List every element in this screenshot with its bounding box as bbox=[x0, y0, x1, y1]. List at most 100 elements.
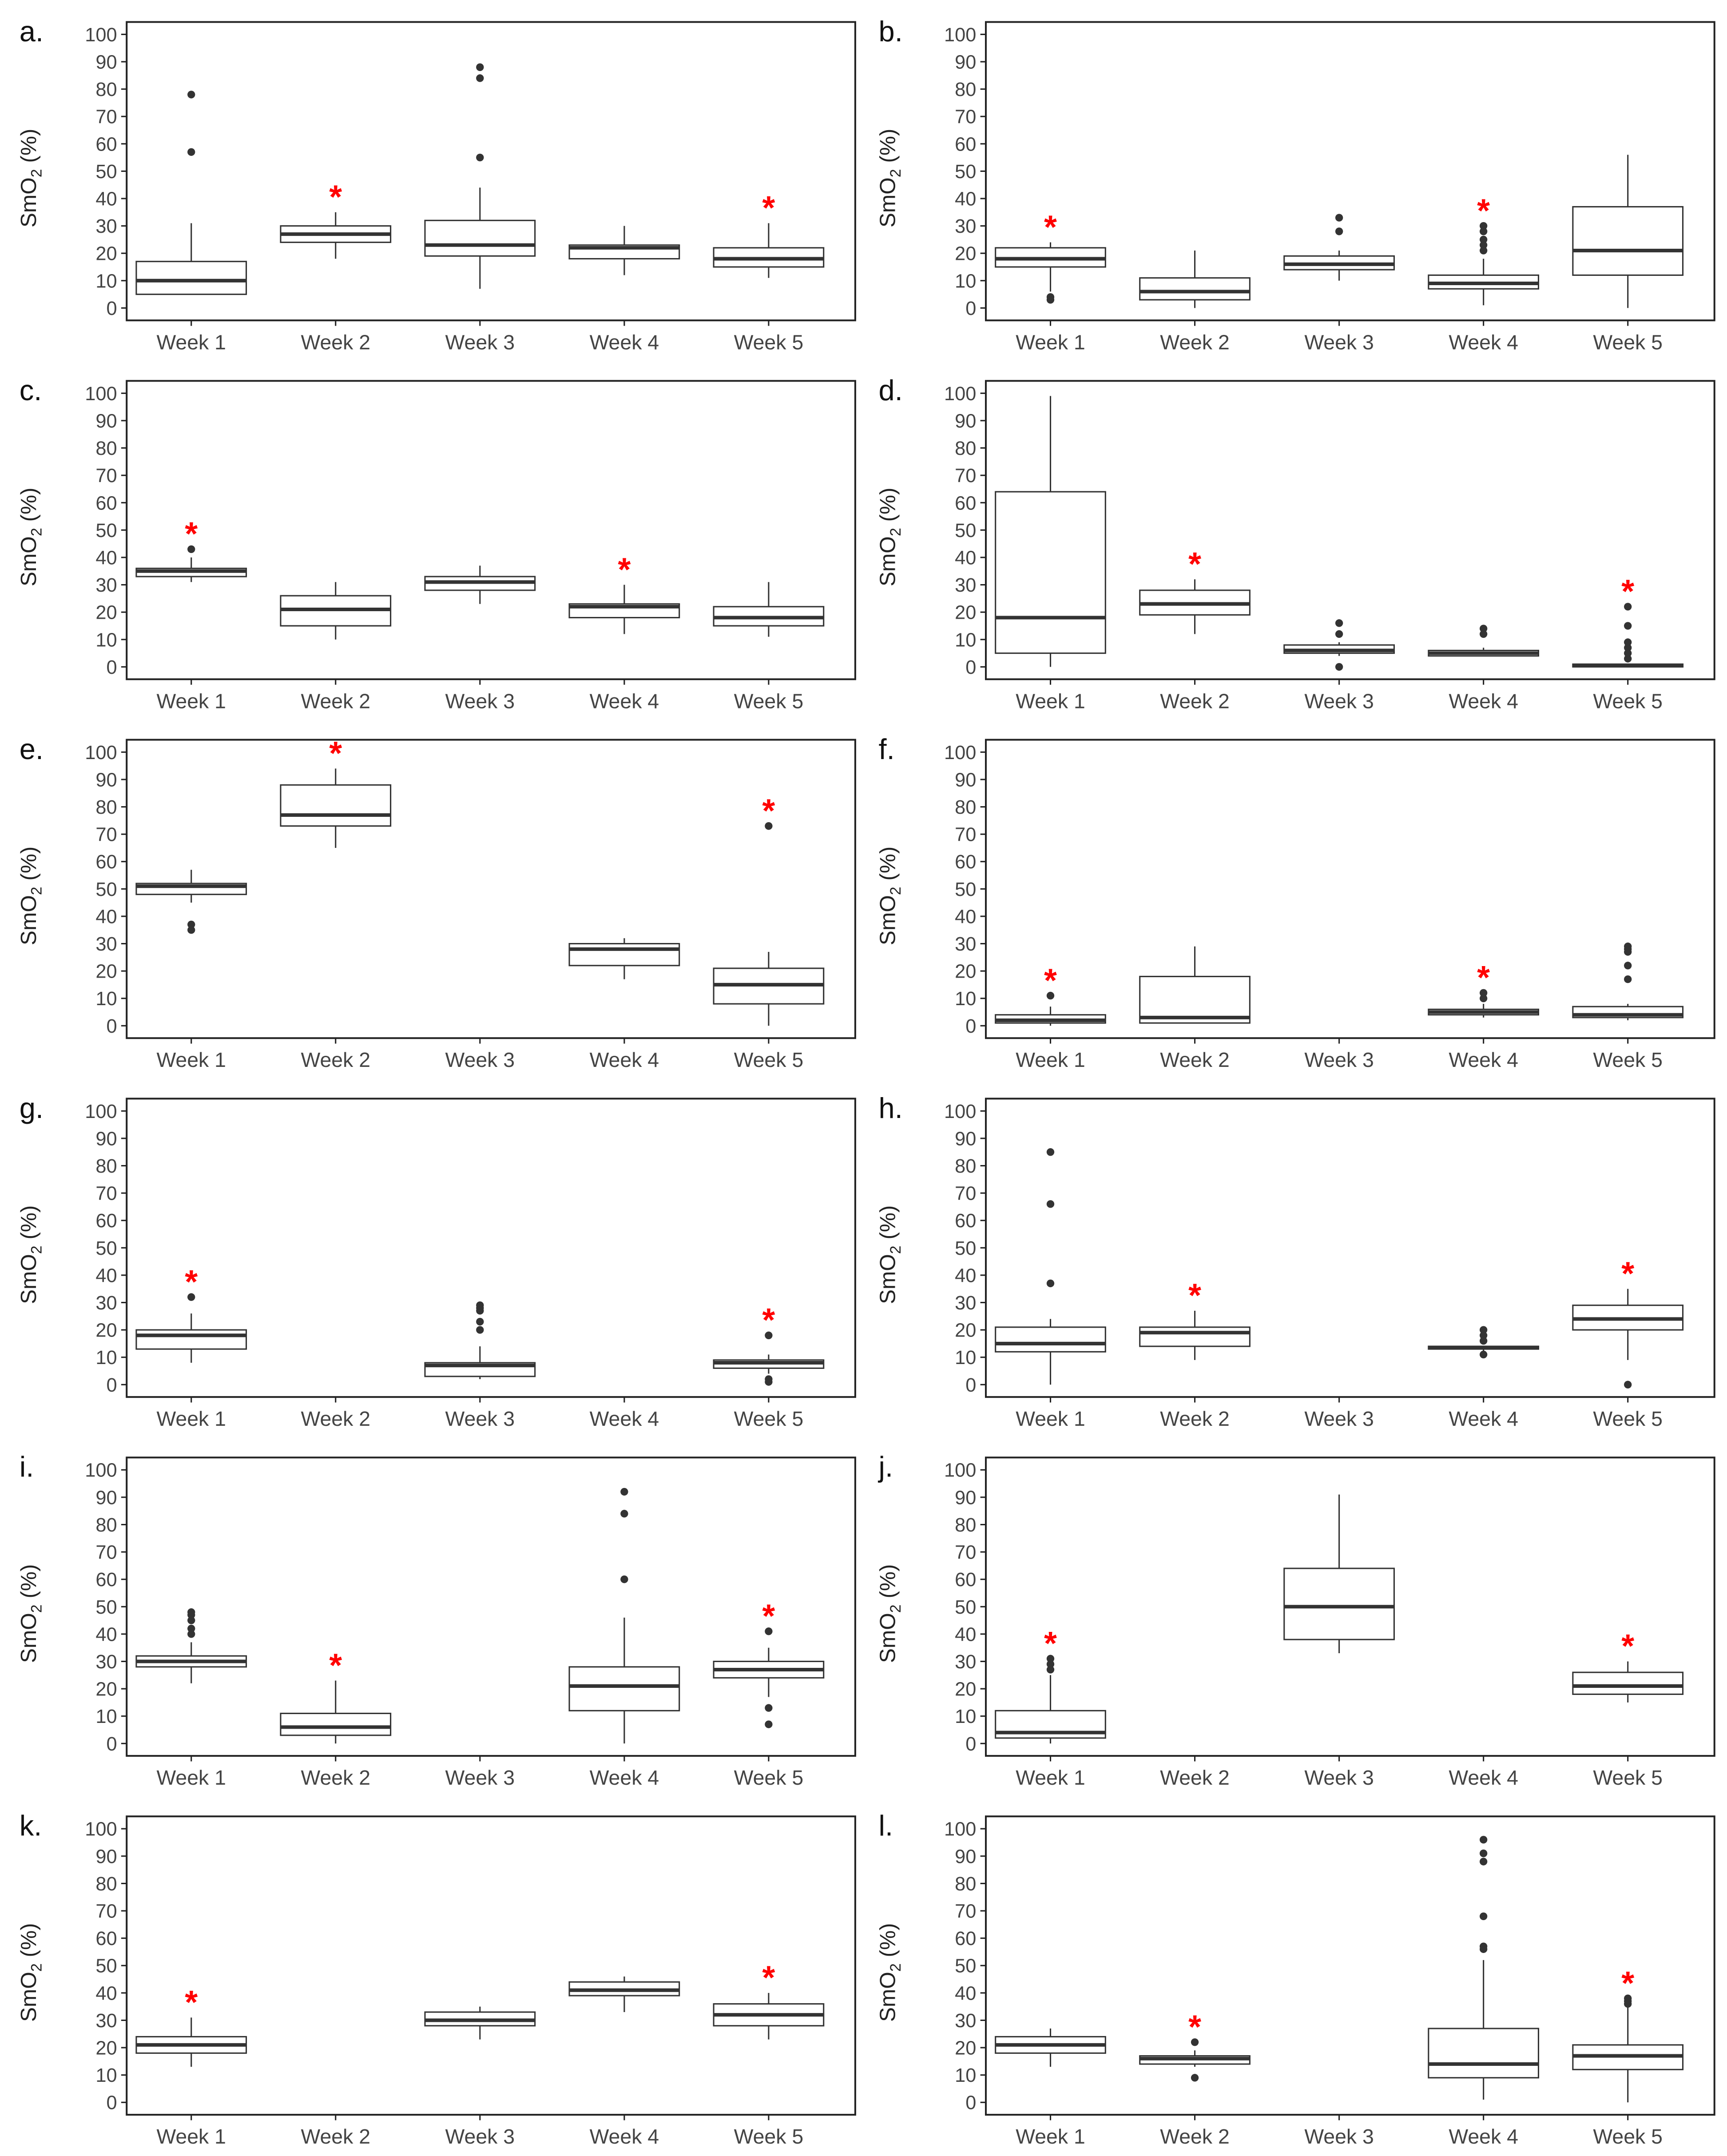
y-label-main: SmO bbox=[16, 536, 41, 586]
x-tick-label: Week 3 bbox=[1304, 1407, 1374, 1430]
panel-frame bbox=[126, 1456, 856, 1757]
y-label-unit: (%) bbox=[16, 1564, 41, 1605]
y-tick-label: 20 bbox=[95, 1320, 117, 1341]
y-tick-label: 10 bbox=[955, 1706, 976, 1727]
outlier-point bbox=[1479, 1942, 1488, 1950]
y-label-main: SmO bbox=[16, 1254, 41, 1304]
panel-f: f. SmO2 (%) 0 10 20 30 40 50 60 70 80 90 100 Week 1 * W… bbox=[876, 733, 1715, 1071]
y-axis-label: SmO2 (%) bbox=[16, 847, 45, 946]
outlier-point bbox=[765, 1627, 773, 1635]
box-week-4 bbox=[1428, 625, 1540, 657]
box-week-1 bbox=[135, 91, 247, 295]
iqr-box bbox=[135, 1329, 247, 1350]
y-tick-label: 60 bbox=[955, 1928, 976, 1949]
outlier-point bbox=[1479, 994, 1488, 1002]
x-tick-label: Week 2 bbox=[301, 1766, 370, 1789]
x-tick-label: Week 3 bbox=[1304, 2125, 1374, 2148]
outlier-point bbox=[1046, 1655, 1055, 1663]
outlier-point bbox=[1624, 649, 1632, 657]
box-week-2 bbox=[280, 582, 392, 640]
significance-star: * bbox=[329, 1647, 342, 1683]
y-tick-label: 70 bbox=[955, 107, 976, 128]
x-tick-label: Week 4 bbox=[590, 2125, 659, 2148]
x-tick-label: Week 4 bbox=[1449, 1766, 1518, 1789]
y-tick-label: 10 bbox=[955, 629, 976, 651]
x-tick-label: Week 2 bbox=[1160, 1407, 1230, 1430]
x-tick-label: Week 5 bbox=[734, 1407, 804, 1430]
outlier-point bbox=[187, 920, 195, 929]
x-tick-label: Week 1 bbox=[1016, 330, 1085, 354]
y-tick-label: 30 bbox=[955, 2010, 976, 2032]
box-week-3 bbox=[424, 1301, 536, 1380]
outlier-point bbox=[1479, 222, 1488, 230]
outlier-point bbox=[1624, 1380, 1632, 1389]
y-tick-label: 10 bbox=[95, 2065, 117, 2086]
y-axis-label: SmO2 (%) bbox=[876, 129, 904, 228]
y-tick-label: 30 bbox=[95, 2010, 117, 2032]
significance-star: * bbox=[1621, 573, 1634, 610]
panel-j: j. SmO2 (%) 0 10 20 30 40 50 60 70 80 90 100 Week 1 * W… bbox=[876, 1451, 1715, 1789]
y-tick-label: 0 bbox=[965, 298, 976, 319]
y-tick-label: 20 bbox=[95, 2038, 117, 2059]
x-tick-label: Week 5 bbox=[734, 2125, 804, 2148]
y-tick-label: 10 bbox=[955, 270, 976, 292]
y-tick-label: 50 bbox=[955, 1238, 976, 1259]
outlier-point bbox=[1479, 227, 1488, 235]
y-tick-label: 30 bbox=[955, 216, 976, 237]
box-week-1: * bbox=[135, 515, 247, 582]
iqr-box bbox=[1139, 1326, 1251, 1347]
x-tick-label: Week 5 bbox=[734, 1048, 804, 1071]
x-tick-label: Week 1 bbox=[1016, 1407, 1085, 1430]
y-tick-label: 0 bbox=[965, 1734, 976, 1755]
significance-star: * bbox=[762, 1597, 775, 1634]
panel-label: b. bbox=[879, 15, 903, 48]
x-tick-label: Week 5 bbox=[734, 330, 804, 354]
y-label-main: SmO bbox=[876, 1613, 900, 1663]
y-axis-label: SmO2 (%) bbox=[876, 1205, 904, 1305]
y-tick-label: 20 bbox=[95, 961, 117, 983]
box-week-3 bbox=[424, 2006, 536, 2040]
y-tick-label: 60 bbox=[95, 1210, 117, 1232]
significance-star: * bbox=[1044, 962, 1057, 998]
outlier-point bbox=[1335, 630, 1343, 638]
y-tick-label: 0 bbox=[106, 1734, 117, 1755]
y-label-unit: (%) bbox=[876, 847, 900, 887]
x-tick-label: Week 4 bbox=[590, 330, 659, 354]
box-week-4 bbox=[568, 226, 680, 275]
y-tick-label: 0 bbox=[965, 657, 976, 678]
box-week-2: * bbox=[1139, 1277, 1251, 1360]
y-axis-label: SmO2 (%) bbox=[16, 488, 45, 587]
x-tick-label: Week 4 bbox=[590, 689, 659, 712]
y-tick-label: 0 bbox=[965, 1016, 976, 1037]
x-tick-label: Week 5 bbox=[1593, 1766, 1663, 1789]
x-tick-label: Week 5 bbox=[734, 1766, 804, 1789]
outlier-point bbox=[765, 1331, 773, 1340]
box-week-1 bbox=[135, 870, 247, 934]
outlier-point bbox=[1624, 644, 1632, 652]
y-label-unit: (%) bbox=[876, 488, 900, 528]
y-tick-label: 60 bbox=[95, 1928, 117, 1949]
y-axis-label: SmO2 (%) bbox=[16, 1564, 45, 1663]
y-tick-label: 90 bbox=[95, 410, 117, 432]
outlier-point bbox=[187, 1293, 195, 1301]
outlier-point bbox=[187, 1624, 195, 1633]
x-tick-label: Week 2 bbox=[301, 689, 370, 712]
panel-i: i. SmO2 (%) 0 10 20 30 40 50 60 70 80 90 100 Week 1 We… bbox=[16, 1451, 856, 1789]
box-week-1: * bbox=[135, 1984, 247, 2067]
box-week-5 bbox=[1572, 943, 1684, 1021]
y-tick-label: 50 bbox=[955, 1956, 976, 1977]
y-tick-label: 40 bbox=[95, 1624, 117, 1645]
y-tick-label: 20 bbox=[955, 1679, 976, 1700]
y-tick-label: 20 bbox=[95, 243, 117, 265]
box-week-4 bbox=[568, 1976, 680, 2012]
y-tick-label: 70 bbox=[955, 1183, 976, 1205]
y-tick-label: 40 bbox=[955, 188, 976, 210]
y-tick-label: 70 bbox=[95, 824, 117, 846]
iqr-box bbox=[1283, 1567, 1395, 1640]
box-week-2: * bbox=[1139, 545, 1251, 634]
y-tick-label: 10 bbox=[95, 270, 117, 292]
y-axis-label: SmO2 (%) bbox=[16, 1205, 45, 1305]
x-tick-label: Week 2 bbox=[1160, 1766, 1230, 1789]
outlier-point bbox=[1624, 638, 1632, 646]
significance-star: * bbox=[185, 1263, 198, 1300]
